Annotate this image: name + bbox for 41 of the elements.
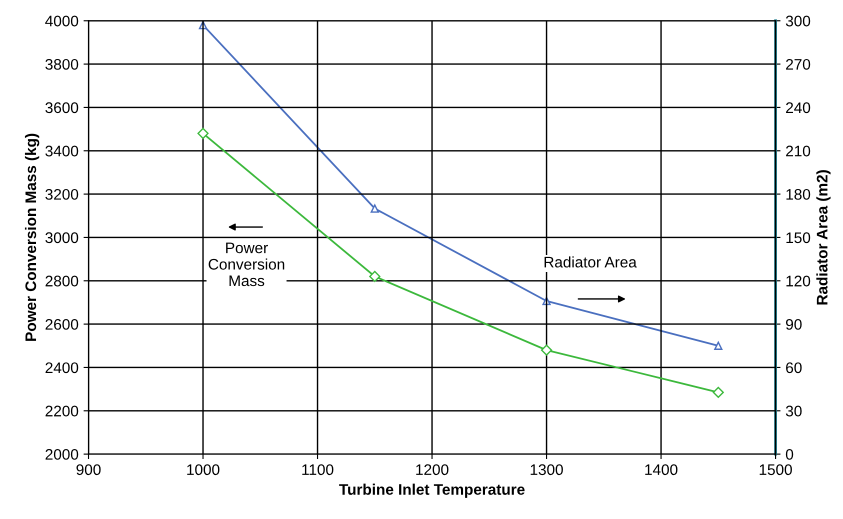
x-tick-label: 1500 (760, 464, 792, 476)
y-tick-label: 2800 (46, 276, 78, 286)
y-tick-label: 2600 (46, 318, 78, 330)
y-tick-label: 3800 (45, 58, 78, 70)
point (369, 270, 380, 282)
y-axis-title: Power Conversion Mass (kg) (24, 134, 40, 341)
y-tick-label: 3200 (45, 188, 78, 200)
y2-tick-label: 0 (786, 448, 794, 460)
x-tick-label: 900 (76, 464, 101, 476)
annotation: Power Conversion Mass (208, 242, 284, 286)
point (197, 128, 209, 140)
y2-tick-label: 60 (786, 362, 802, 374)
annotation: Radiator Area (544, 256, 637, 268)
y2-axis-title: Radiator Area (m2) (816, 170, 831, 304)
y-tick-label: 2400 (46, 362, 78, 374)
y-tick-label: 2200 (46, 406, 78, 416)
x-axis-title: Turbine Inlet Temperature (339, 484, 525, 498)
y2-tick-label: 150 (786, 232, 810, 244)
x-tick-label: 1000 (187, 464, 220, 476)
x-tick-label: 1200 (416, 464, 448, 476)
x-tick-label: 1300 (530, 464, 563, 476)
y-tick-label: 3600 (45, 102, 78, 114)
y-tick-label: 4000 (45, 16, 78, 26)
point (198, 20, 208, 30)
y-tick-label: 3000 (45, 232, 78, 244)
y2-tick-label: 240 (786, 102, 810, 114)
y2-tick-label: 120 (786, 276, 810, 286)
y2-tick-label: 90 (786, 318, 802, 330)
y2-tick-label: 30 (786, 406, 802, 416)
point (714, 342, 722, 350)
point (540, 344, 552, 356)
point (370, 204, 379, 213)
y2-tick-label: 210 (786, 146, 810, 156)
y2-tick-label: 300 (786, 16, 810, 26)
point (712, 386, 724, 398)
y-tick-label: 3400 (45, 146, 78, 156)
x-tick-label: 1100 (302, 464, 334, 476)
y-tick-label: 2000 (46, 448, 78, 460)
x-tick-label: 1400 (645, 464, 678, 476)
y2-tick-label: 180 (786, 188, 810, 200)
y2-tick-label: 270 (786, 58, 810, 70)
